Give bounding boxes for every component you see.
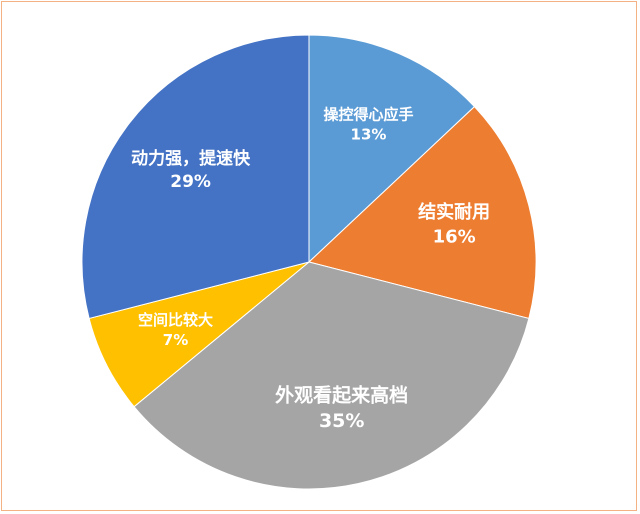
slice-label: 动力强，提速快 <box>131 148 251 169</box>
pie-slice <box>308 34 476 264</box>
value-label: 29% <box>170 172 211 192</box>
slice-label: 操控得心应手 <box>323 105 413 123</box>
slice-label: 外观看起来高档 <box>275 383 408 406</box>
value-label: 13% <box>351 126 387 144</box>
value-label: 35% <box>319 410 364 432</box>
pie-slice <box>81 34 310 320</box>
pie-slice <box>133 261 530 490</box>
slice-label: 结实耐用 <box>418 201 490 223</box>
pie-slice <box>307 105 537 320</box>
value-label: 16% <box>433 226 476 247</box>
value-label: 7% <box>163 331 188 349</box>
slice-label: 空间比较大 <box>138 311 213 329</box>
